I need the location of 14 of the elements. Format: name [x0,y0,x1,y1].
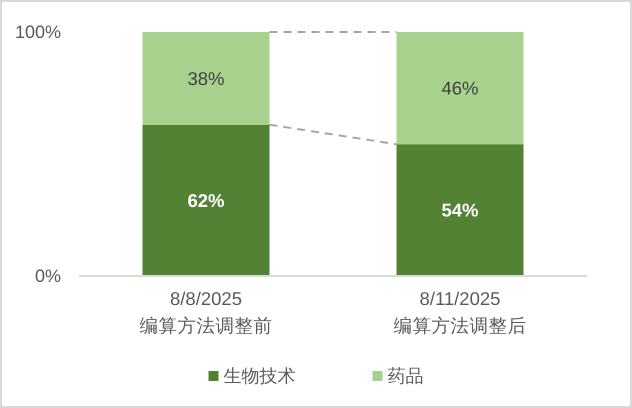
data-label: 38% [187,68,225,89]
y-tick-label: 0% [34,266,61,286]
y-tick-label: 100% [14,22,61,42]
data-label: 62% [187,190,225,211]
bar [142,32,270,125]
bar [396,32,524,144]
bar [396,144,524,276]
data-label: 54% [441,200,479,221]
x-tick-label: 8/11/2025 编算方法调整后 [394,288,526,336]
legend-label: 生物技术 [224,366,296,386]
data-label: 46% [441,78,479,99]
bar [142,124,270,276]
legend-label: 药品 [388,366,424,386]
x-tick-label: 8/8/2025 编算方法调整前 [140,288,272,336]
